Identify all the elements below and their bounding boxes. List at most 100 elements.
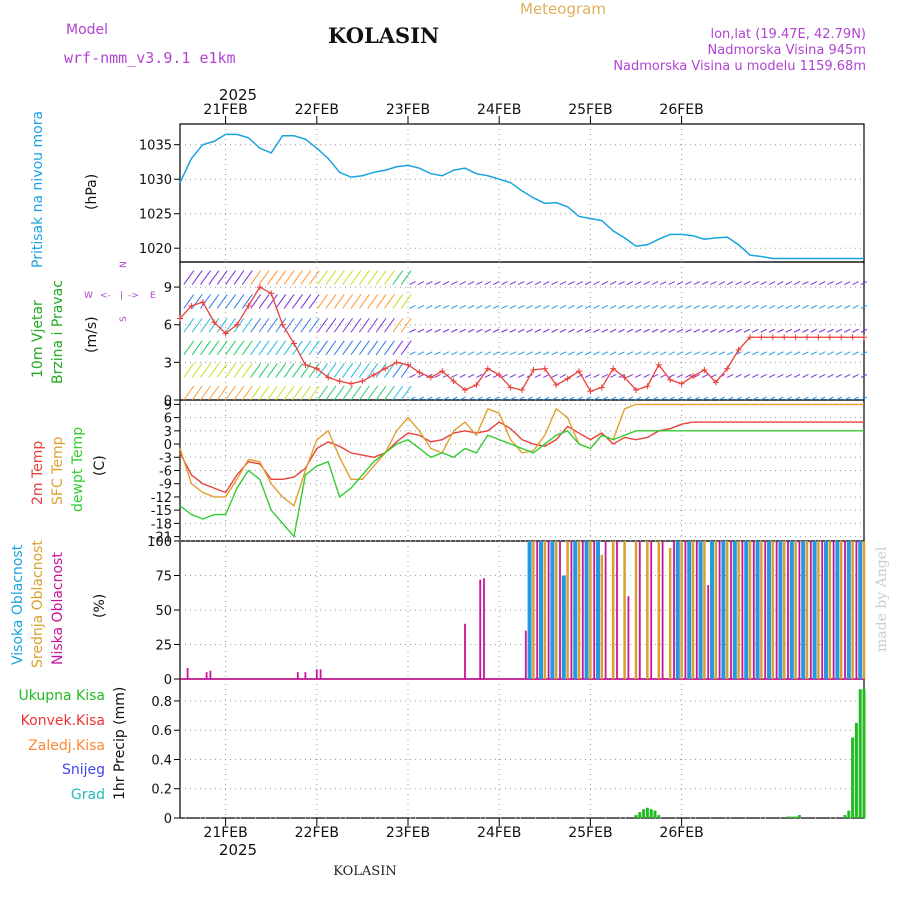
wind-barb [258,317,270,333]
wind-barb [526,351,533,356]
wind-barb [551,351,558,356]
wind-barb [827,304,834,309]
wind-barb [735,281,742,286]
wind-speed-point [690,373,696,380]
wind-barb [241,363,253,378]
wind-barb [183,317,195,333]
wind-barb [844,351,851,356]
wind-barb [710,281,717,286]
wind-speed-point [302,361,309,368]
cloud-high-bar [744,541,749,679]
wind-barb [660,396,667,401]
wind-ylabel-a: 10m Vjetar [30,300,46,378]
wind-barb [743,304,751,309]
wind-barb [793,396,801,401]
wind-barb [384,317,395,333]
wind-barb [802,351,809,356]
wind-barb [668,396,675,401]
cloud-high-bar [778,541,783,679]
wind-speed-point [393,359,400,366]
wind-barb [275,385,287,401]
wind-barb [308,340,320,356]
wind-barb [459,373,466,378]
wind-barb [375,340,387,356]
station-title: KOLASIN [328,23,439,48]
wind-barb [760,351,767,356]
precip-total-bar [794,816,798,818]
precip-total-bar [847,810,851,818]
wind-barb [333,363,345,378]
wind-barb [601,281,609,286]
wind-speed-point [222,330,229,337]
wind-barb [726,281,734,286]
wind-barb [183,294,195,309]
wind-barb [618,373,625,378]
wind-barb [609,328,617,333]
wind-barb [785,281,792,286]
wind-barb [802,328,809,333]
wind-barb [701,304,709,309]
wind-barb [701,328,709,333]
wind-barb [417,396,425,401]
wind-barb [860,396,868,401]
wind-barb [476,304,483,309]
wind-barb [233,317,245,333]
wind-barb [576,281,583,286]
wind-barb [559,328,567,333]
cloud-low-bar [315,669,318,679]
wind-barb [484,328,491,333]
wind-barb [467,328,475,333]
wind-barb [283,294,295,309]
wind-barb [300,385,312,401]
wind-barb [417,351,425,356]
wind-barb [216,294,228,309]
wind-barb [191,270,203,285]
precip-legend-conv: Konvek.Kisa [21,713,105,729]
wind-barb [233,363,245,378]
wind-barb [358,363,370,378]
wind-barb [216,385,228,401]
wind-barb [576,396,583,401]
wind-barb [618,304,625,309]
wind-barb [266,363,278,378]
wind-speed-point [815,334,822,341]
wind-barb [476,396,483,401]
model-label: Model [66,22,108,38]
cloud-mid-bar [532,541,535,679]
wind-barb [434,351,441,356]
wind-barb [517,396,525,401]
wind-barb [333,317,345,333]
wind-barb [358,294,370,309]
wind-barb [693,396,700,401]
wind-barb [802,373,809,378]
cloud-mid-bar [851,541,854,679]
precip-total-bar [854,722,858,818]
wind-barb [860,281,868,286]
wind-barb [785,351,792,356]
wind-barb [852,351,859,356]
wind-barb [685,304,692,309]
wind-barb [426,281,433,286]
wind-barb [760,373,767,378]
wind-barb [258,294,270,309]
wind-barb [434,328,441,333]
wind-barb [685,281,692,286]
wind-speed-point [211,319,218,326]
temp-dewpoint-line [179,430,864,539]
wind-barb [350,270,362,285]
cloud-low-bar [855,541,858,679]
wind-barb [835,396,843,401]
cloud-low-bar [764,541,767,679]
wind-barb [818,328,826,333]
cloud-low-bar [604,541,607,679]
wind-barb [459,281,466,286]
wind-barb [718,396,726,401]
wind-barb [785,373,792,378]
wind-speed-point [861,334,867,341]
wind-barb [693,304,700,309]
wind-barb [517,281,525,286]
wind-barb [601,304,609,309]
wind-barb [726,373,734,378]
wind-barb [225,270,237,285]
